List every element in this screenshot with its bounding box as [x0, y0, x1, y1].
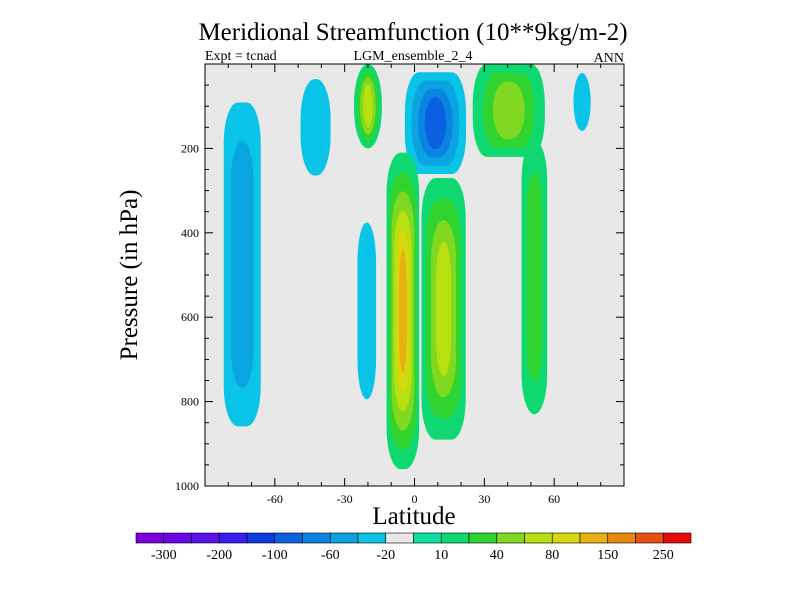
right-label: ANN	[594, 51, 624, 66]
contour-band	[357, 222, 377, 400]
colorbar-swatch	[440, 532, 470, 544]
contour-cell-sh-ferrel-cell	[291, 64, 341, 191]
contour-cell-hadley-cell-north	[421, 177, 466, 440]
contour-band	[424, 96, 447, 150]
colorbar-swatch	[135, 532, 165, 544]
contour-cell-midlat-lower-negative	[351, 194, 382, 427]
x-tick-label: 30	[478, 492, 490, 506]
colorbar-swatch	[607, 532, 636, 544]
colorbar-swatch	[385, 532, 414, 544]
center-label: LGM_ensemble_2_4	[354, 49, 473, 64]
left-label: Expt = tcnad	[205, 49, 277, 64]
colorbar-label: 10	[434, 548, 448, 563]
colorbar-swatch	[468, 532, 498, 544]
colorbar-swatch	[635, 532, 664, 544]
x-tick-label: -60	[267, 492, 283, 506]
contour-cell-nh-polar-cell	[216, 64, 268, 465]
colorbar-label: -20	[376, 548, 395, 563]
contour-band	[526, 172, 543, 382]
contour-band	[230, 141, 254, 388]
colorbar-swatch	[274, 532, 303, 544]
colorbar-label: -200	[206, 548, 232, 563]
contour-cell-upper-positive-west	[353, 64, 382, 149]
axis-ticks: -60 -30 0 30 60 200 400 600 800 1000	[175, 64, 624, 506]
colorbar-swatch	[662, 532, 692, 544]
contour-band	[363, 84, 373, 128]
contour-band	[398, 249, 407, 373]
colorbar-label: 40	[490, 548, 504, 563]
colorbar-label: -300	[151, 548, 177, 563]
x-tick-label: -30	[337, 492, 353, 506]
colorbar-swatch	[496, 532, 525, 544]
contour-cell-hadley-cell-south	[386, 152, 420, 470]
contour-band	[300, 79, 331, 176]
contour-band	[573, 73, 591, 131]
y-tick-label: 800	[181, 395, 199, 409]
x-axis-label: Latitude	[372, 503, 455, 530]
y-tick-label: 400	[181, 226, 199, 240]
y-tick-label: 200	[181, 141, 199, 155]
contour-cell-upper-tropical-negative	[398, 64, 473, 183]
x-tick-label: 0	[412, 492, 418, 506]
colorbar-label: 80	[545, 548, 559, 563]
x-tick-label: 60	[548, 492, 560, 506]
colorbar-swatch	[329, 532, 359, 544]
contour-fill-group	[216, 64, 597, 470]
y-axis-label: Pressure (in hPa)	[116, 190, 143, 361]
chart-title: Meridional Streamfunction (10**9kg/m-2)	[198, 19, 627, 46]
y-tick-label: 600	[181, 310, 199, 324]
colorbar: -300 -200 -100 -60 -20 10 40 80 150 250	[135, 532, 692, 563]
colorbar-swatch	[191, 532, 220, 544]
contour-cell-upper-positive-east	[472, 64, 545, 157]
y-tick-label: 1000	[175, 479, 199, 493]
contour-band	[435, 241, 452, 377]
colorbar-swatch	[302, 532, 331, 544]
contour-cell-arctic-negative	[568, 64, 597, 140]
colorbar-swatch	[551, 532, 581, 544]
contour-band	[492, 81, 525, 139]
colorbar-swatch	[246, 532, 276, 544]
colorbar-swatch	[163, 532, 192, 544]
colorbar-swatch	[357, 532, 387, 544]
colorbar-label: -60	[321, 548, 340, 563]
colorbar-label: -100	[262, 548, 288, 563]
colorbar-label: 250	[653, 548, 674, 563]
colorbar-swatch	[579, 532, 609, 544]
contour-cell-nh-positive-column	[521, 139, 548, 415]
colorbar-swatch	[413, 532, 442, 544]
colorbar-label: 150	[597, 548, 618, 563]
colorbar-swatch	[524, 532, 553, 544]
colorbar-swatch	[218, 532, 248, 544]
